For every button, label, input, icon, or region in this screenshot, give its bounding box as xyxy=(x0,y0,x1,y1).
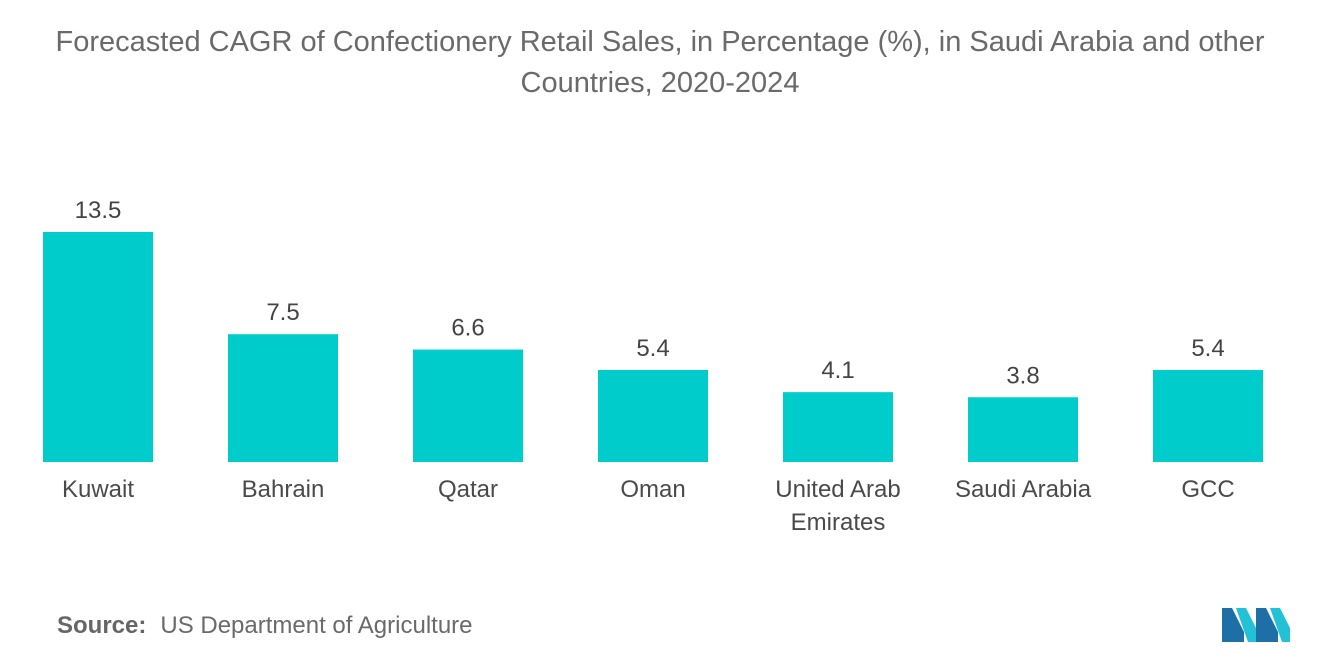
bar-value-label: 7.5 xyxy=(266,299,299,326)
chart-title-line-1: Forecasted CAGR of Confectionery Retail … xyxy=(55,26,1265,58)
chart-title-line-2: Countries, 2020-2024 xyxy=(520,67,800,99)
source-note: Source: US Department of Agriculture xyxy=(57,612,473,640)
bar-qatar xyxy=(413,349,523,462)
source-label: Source: xyxy=(57,612,147,639)
source-text: US Department of Agriculture xyxy=(160,612,473,639)
category-label: Bahrain xyxy=(242,476,325,503)
bar-kuwait xyxy=(43,232,153,462)
category-label: GCC xyxy=(1181,476,1234,503)
bar-oman xyxy=(598,370,708,462)
bar-chart: 13.5 Kuwait 7.5 Bahrain 6.6 Qatar 5.4 Oman 4.1 Un… xyxy=(43,197,1263,536)
bar-value-label: 5.4 xyxy=(1191,335,1224,362)
bar-value-label: 3.8 xyxy=(1006,362,1039,389)
bar-value-label: 5.4 xyxy=(636,335,669,362)
category-label: Kuwait xyxy=(62,476,134,503)
bar-saudi-arabia xyxy=(968,397,1078,462)
chart-title: Forecasted CAGR of Confectionery Retail … xyxy=(0,22,1320,104)
bar-gcc xyxy=(1153,370,1263,462)
bar-value-label: 4.1 xyxy=(821,357,854,384)
category-label: United Arab Emirates xyxy=(775,476,900,536)
category-label: Oman xyxy=(620,476,685,503)
bar-bahrain xyxy=(228,334,338,462)
bar-value-label: 6.6 xyxy=(451,315,484,342)
bar-united-arab-emirates xyxy=(783,392,893,462)
category-label: Saudi Arabia xyxy=(955,476,1092,503)
mordor-intelligence-logo-icon xyxy=(1222,608,1290,642)
bar-value-label: 13.5 xyxy=(75,197,122,224)
category-label: Qatar xyxy=(438,476,498,503)
